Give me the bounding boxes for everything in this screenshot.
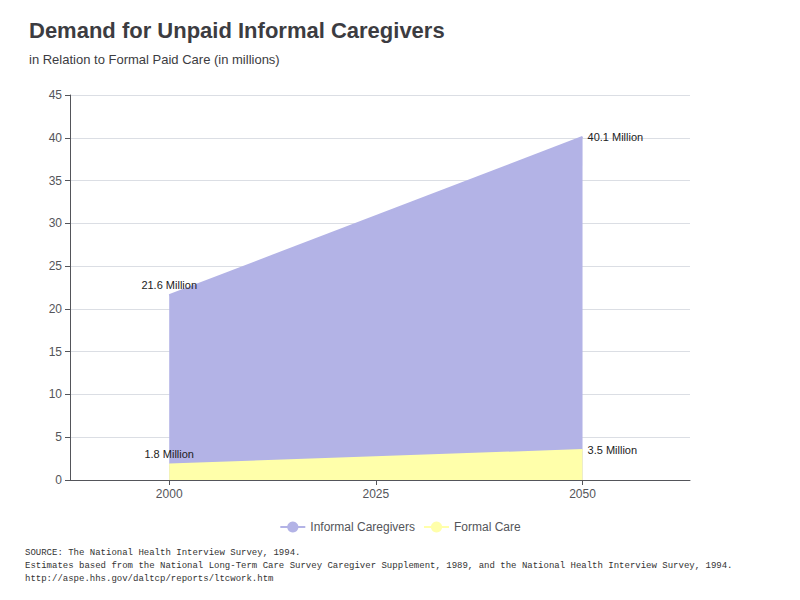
svg-text:21.6 Million: 21.6 Million (141, 279, 197, 291)
svg-text:Demand for Unpaid Informal Car: Demand for Unpaid Informal Caregivers (29, 18, 445, 43)
svg-text:0: 0 (55, 473, 62, 487)
svg-text:2050: 2050 (569, 487, 596, 501)
svg-text:20: 20 (49, 302, 63, 316)
svg-text:Estimates based from the Natio: Estimates based from the National Long-T… (25, 561, 733, 571)
svg-text:in Relation to Formal Paid Car: in Relation to Formal Paid Care (in mill… (29, 52, 280, 67)
svg-text:SOURCE: The National Health In: SOURCE: The National Health Interview Su… (25, 548, 300, 558)
svg-text:40.1 Million: 40.1 Million (588, 131, 644, 143)
svg-text:35: 35 (49, 174, 63, 188)
svg-text:1.8 Million: 1.8 Million (144, 448, 194, 460)
svg-text:3.5 Million: 3.5 Million (588, 444, 638, 456)
svg-text:15: 15 (49, 345, 63, 359)
svg-text:10: 10 (49, 387, 63, 401)
svg-text:25: 25 (49, 259, 63, 273)
svg-text:Formal Care: Formal Care (454, 520, 521, 534)
svg-text:45: 45 (49, 88, 63, 102)
svg-text:2025: 2025 (363, 487, 390, 501)
svg-text:5: 5 (55, 430, 62, 444)
svg-text:40: 40 (49, 131, 63, 145)
svg-text:30: 30 (49, 216, 63, 230)
svg-text:Informal Caregivers: Informal Caregivers (310, 520, 415, 534)
svg-text:http://aspe.hhs.gov/daltcp/rep: http://aspe.hhs.gov/daltcp/reports/ltcwo… (25, 574, 273, 584)
svg-text:2000: 2000 (156, 487, 183, 501)
